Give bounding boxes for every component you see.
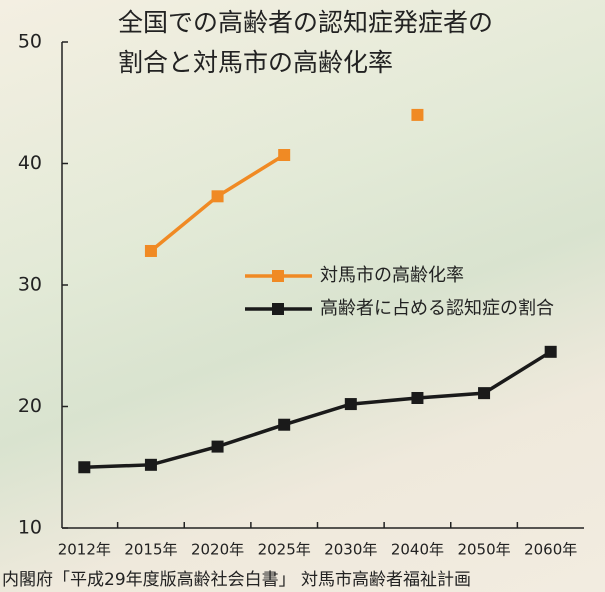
- marker: [278, 149, 290, 161]
- legend-marker: [272, 270, 284, 282]
- x-tick-label: 2060年: [524, 541, 577, 559]
- x-tick-label: 2040年: [391, 541, 444, 559]
- x-tick-label: 2025年: [258, 541, 311, 559]
- legend-label: 対馬市の高齢化率: [320, 265, 464, 286]
- x-tick-label: 2020年: [191, 541, 244, 559]
- x-tick-label: 2012年: [58, 541, 111, 559]
- marker: [212, 441, 224, 453]
- marker: [78, 461, 90, 473]
- chart: 全国での高齢者の認知症発症者の 割合と対馬市の高齢化率 内閣府「平成29年度版高…: [0, 0, 605, 592]
- series-line: [151, 115, 418, 251]
- marker: [145, 459, 157, 471]
- marker: [545, 346, 557, 358]
- series-line: [84, 352, 550, 467]
- chart-title: 割合と対馬市の高齢化率: [118, 48, 393, 77]
- marker: [478, 387, 490, 399]
- marker: [145, 245, 157, 257]
- marker: [212, 190, 224, 202]
- y-tick-label: 40: [18, 152, 42, 174]
- marker: [345, 398, 357, 410]
- source: 内閣府「平成29年度版高齢社会白書」 対馬市高齢者福祉計画: [2, 570, 471, 590]
- marker: [411, 109, 423, 121]
- y-tick-label: 20: [18, 395, 42, 417]
- chart-title: 全国での高齢者の認知症発症者の: [118, 8, 493, 37]
- legend-label: 高齢者に占める認知症の割合: [320, 298, 554, 319]
- y-tick-label: 10: [18, 517, 42, 539]
- x-tick-label: 2050年: [457, 541, 510, 559]
- y-tick-label: 50: [18, 31, 42, 53]
- x-tick-label: 2015年: [124, 541, 177, 559]
- marker: [411, 392, 423, 404]
- legend-marker: [272, 303, 284, 315]
- x-tick-label: 2030年: [324, 541, 377, 559]
- y-tick-label: 30: [18, 274, 42, 296]
- marker: [278, 419, 290, 431]
